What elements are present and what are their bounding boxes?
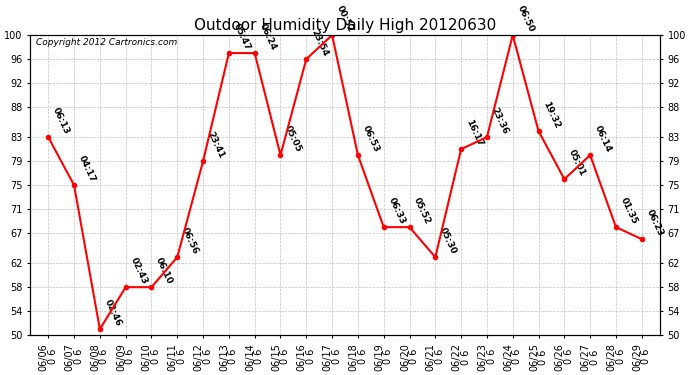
Text: 04:17: 04:17 <box>77 154 97 184</box>
Text: 02:43: 02:43 <box>128 256 148 286</box>
Text: 05:01: 05:01 <box>567 148 587 178</box>
Text: 06:56: 06:56 <box>180 226 200 256</box>
Text: 05:05: 05:05 <box>284 124 304 154</box>
Text: 23:36: 23:36 <box>490 106 510 136</box>
Title: Outdoor Humidity Daily High 20120630: Outdoor Humidity Daily High 20120630 <box>194 18 496 33</box>
Text: 16:17: 16:17 <box>464 118 484 148</box>
Text: 19:32: 19:32 <box>542 100 562 130</box>
Text: Copyright 2012 Cartronics.com: Copyright 2012 Cartronics.com <box>37 38 178 47</box>
Text: 06:13: 06:13 <box>51 106 71 136</box>
Text: 05:52: 05:52 <box>413 196 433 226</box>
Text: 02:46: 02:46 <box>103 298 123 328</box>
Text: 06:50: 06:50 <box>515 4 535 34</box>
Text: 23:41: 23:41 <box>206 130 226 160</box>
Text: 00:52: 00:52 <box>335 4 355 34</box>
Text: 06:53: 06:53 <box>361 124 381 154</box>
Text: 05:30: 05:30 <box>438 226 458 256</box>
Text: 06:14: 06:14 <box>593 124 613 154</box>
Text: 06:10: 06:10 <box>155 256 175 286</box>
Text: 23:54: 23:54 <box>309 28 329 58</box>
Text: 06:23: 06:23 <box>644 208 664 238</box>
Text: 06:33: 06:33 <box>386 196 406 226</box>
Text: 06:24: 06:24 <box>257 22 277 52</box>
Text: 05:47: 05:47 <box>232 22 252 52</box>
Text: 01:35: 01:35 <box>619 196 639 226</box>
